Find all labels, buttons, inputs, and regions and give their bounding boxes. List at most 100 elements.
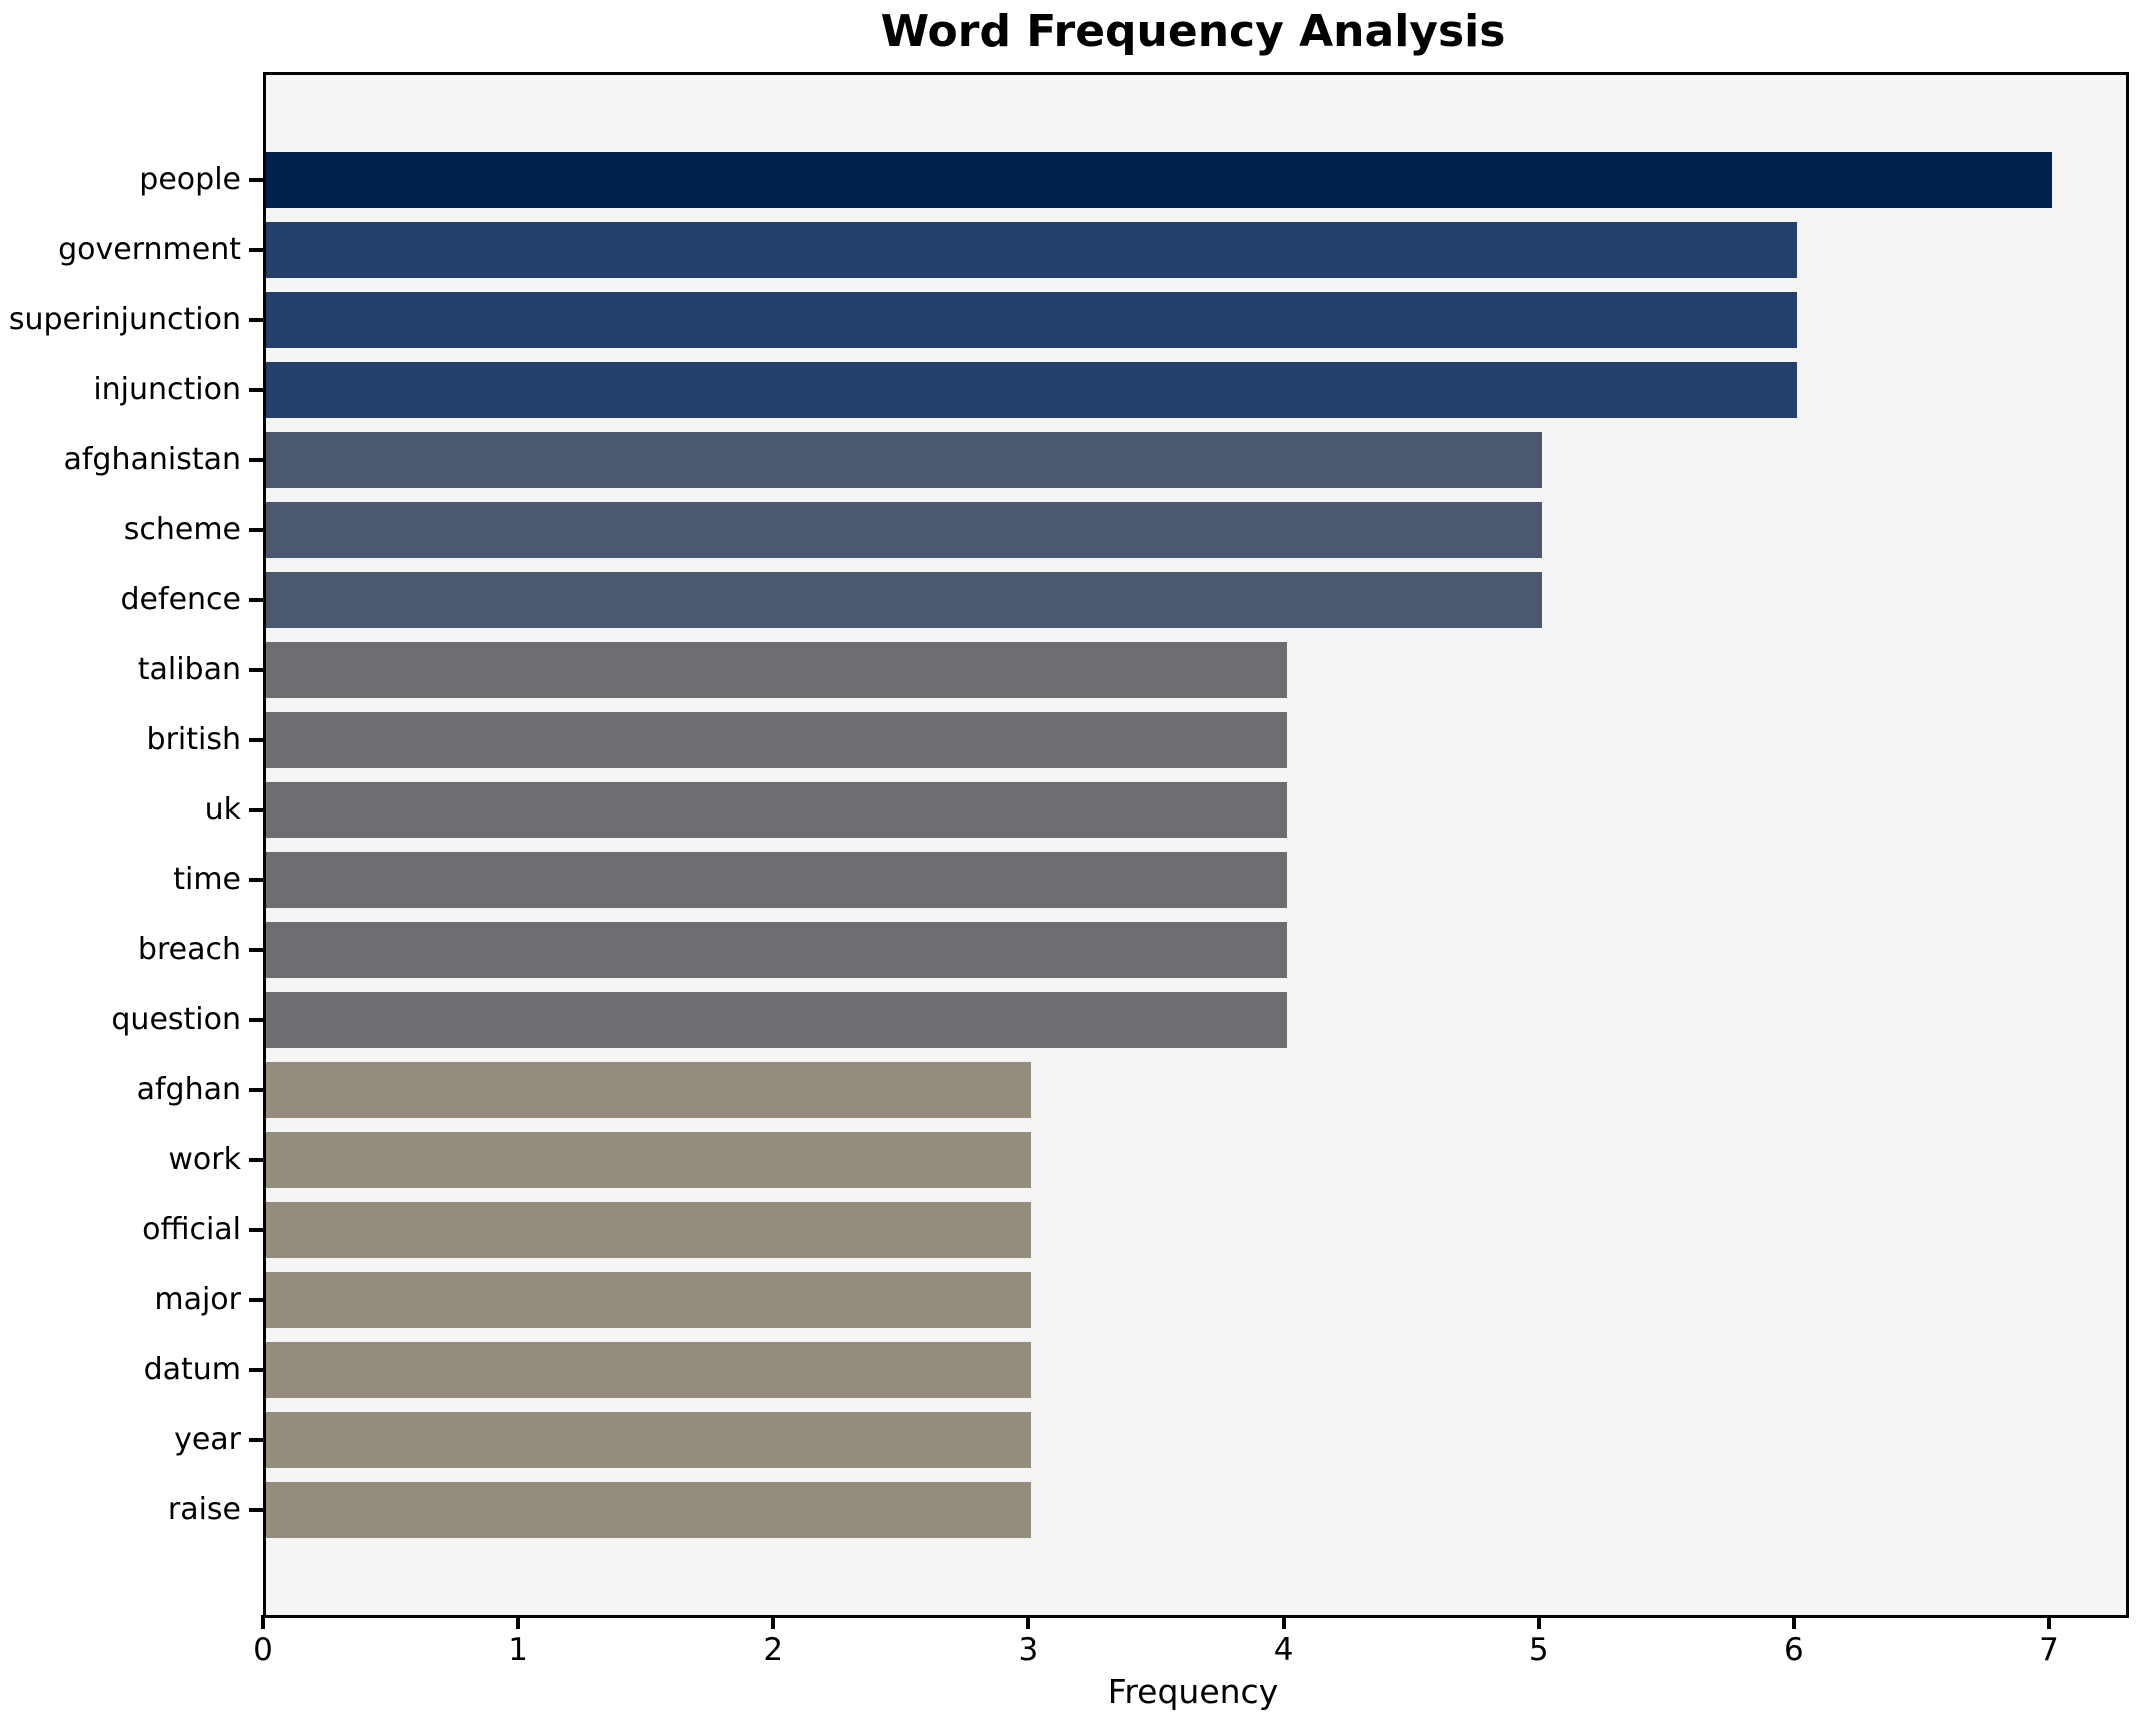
bar-row [266, 1475, 2126, 1545]
y-tick-mark [249, 528, 263, 532]
bar-row [266, 985, 2126, 1055]
y-tick-mark [249, 1228, 263, 1232]
y-tick-mark [249, 1508, 263, 1512]
y-tick-label: injunction [93, 372, 241, 407]
y-tick-label: datum [143, 1352, 241, 1387]
y-tick-label: taliban [137, 652, 241, 687]
y-tick-mark [249, 1298, 263, 1302]
y-tick-mark [249, 318, 263, 322]
bar-row [266, 495, 2126, 565]
y-tick-row: question [0, 985, 263, 1055]
y-tick-mark [249, 1158, 263, 1162]
x-tick-label: 2 [763, 1632, 784, 1668]
x-tick-mark [771, 1615, 776, 1629]
bar-time [266, 852, 1287, 908]
bar-taliban [266, 642, 1287, 698]
y-tick-mark [249, 598, 263, 602]
bar-year [266, 1412, 1032, 1468]
bars-container [266, 75, 2126, 1615]
y-tick-mark [249, 388, 263, 392]
bar-row [266, 775, 2126, 845]
bar-raise [266, 1482, 1032, 1538]
x-tick-mark [1791, 1615, 1796, 1629]
x-tick-mark [516, 1615, 521, 1629]
y-tick-mark [249, 458, 263, 462]
y-tick-label: government [58, 232, 241, 267]
bar-question [266, 992, 1287, 1048]
bar-afghanistan [266, 432, 1542, 488]
bar-british [266, 712, 1287, 768]
x-tick-label: 4 [1273, 1632, 1294, 1668]
x-tick-mark [1026, 1615, 1031, 1629]
y-tick-label: raise [167, 1492, 241, 1527]
bar-defence [266, 572, 1542, 628]
y-tick-row: people [0, 145, 263, 215]
bar-row [266, 285, 2126, 355]
y-tick-row: british [0, 705, 263, 775]
y-tick-row: superinjunction [0, 285, 263, 355]
bar-row [266, 565, 2126, 635]
y-tick-label: major [154, 1282, 241, 1317]
x-tick-mark [1281, 1615, 1286, 1629]
bar-row [266, 635, 2126, 705]
bar-row [266, 1055, 2126, 1125]
x-tick-label: 1 [508, 1632, 529, 1668]
bar-injunction [266, 362, 1797, 418]
bar-row [266, 1125, 2126, 1195]
bar-row [266, 1335, 2126, 1405]
y-tick-mark [249, 948, 263, 952]
y-tick-label: afghanistan [63, 442, 241, 477]
y-tick-label: uk [204, 792, 241, 827]
y-tick-label: people [139, 162, 241, 197]
chart-title: Word Frequency Analysis [880, 6, 1506, 57]
bar-row [266, 915, 2126, 985]
bar-uk [266, 782, 1287, 838]
bar-row [266, 145, 2126, 215]
y-tick-row: official [0, 1195, 263, 1265]
bar-people [266, 152, 2052, 208]
y-tick-mark [249, 878, 263, 882]
y-tick-mark [249, 668, 263, 672]
y-axis-labels: people government superinjunction injunctio… [0, 75, 263, 1545]
y-tick-mark [249, 1018, 263, 1022]
x-tick-mark [261, 1615, 265, 1629]
y-tick-row: defence [0, 565, 263, 635]
bar-row [266, 1405, 2126, 1475]
x-tick-label: 3 [1018, 1632, 1039, 1668]
bar-government [266, 222, 1797, 278]
y-tick-label: time [173, 862, 241, 897]
bar-major [266, 1272, 1032, 1328]
y-tick-row: government [0, 215, 263, 285]
x-tick-label: 5 [1528, 1632, 1549, 1668]
y-tick-label: question [111, 1002, 241, 1037]
y-tick-row: afghan [0, 1055, 263, 1125]
y-tick-row: major [0, 1265, 263, 1335]
y-tick-row: injunction [0, 355, 263, 425]
y-tick-mark [249, 248, 263, 252]
y-tick-label: british [146, 722, 241, 757]
bar-row [266, 355, 2126, 425]
bar-breach [266, 922, 1287, 978]
bar-official [266, 1202, 1032, 1258]
bar-row [266, 425, 2126, 495]
y-tick-mark [249, 738, 263, 742]
bar-scheme [266, 502, 1542, 558]
bar-row [266, 215, 2126, 285]
y-tick-mark [249, 1088, 263, 1092]
y-tick-row: raise [0, 1475, 263, 1545]
x-tick-label: 6 [1783, 1632, 1804, 1668]
y-tick-label: work [168, 1142, 241, 1177]
x-tick-mark [2047, 1615, 2051, 1629]
bar-afghan [266, 1062, 1032, 1118]
bar-datum [266, 1342, 1032, 1398]
x-axis: 0 1 2 3 4 5 6 7 [253, 1615, 2123, 1685]
y-tick-label: afghan [136, 1072, 241, 1107]
y-tick-mark [249, 808, 263, 812]
y-tick-mark [249, 178, 263, 182]
x-tick-label: 7 [2039, 1632, 2059, 1668]
y-tick-label: year [174, 1422, 241, 1457]
bar-row [266, 705, 2126, 775]
y-tick-row: year [0, 1405, 263, 1475]
bar-superinjunction [266, 292, 1797, 348]
